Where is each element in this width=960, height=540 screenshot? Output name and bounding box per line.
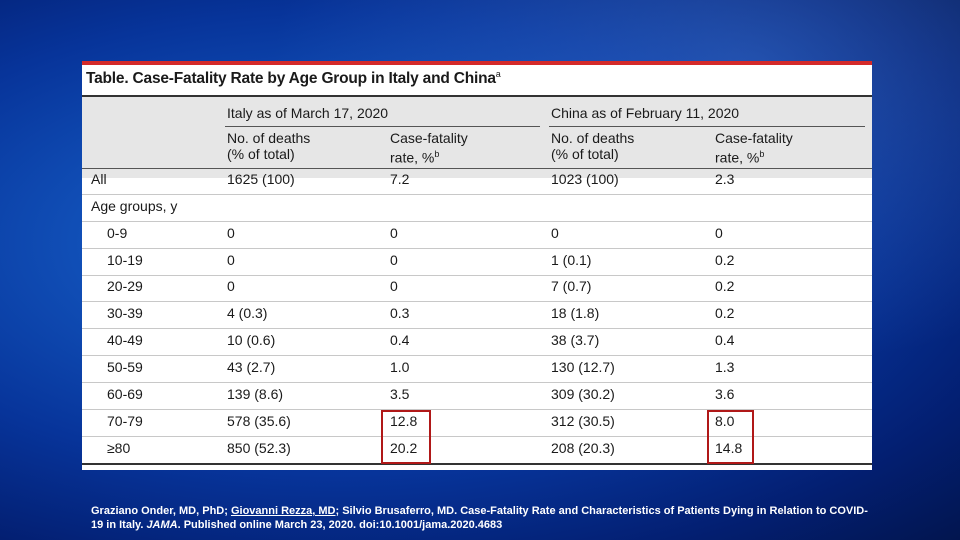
china-deaths-cell: 7 (0.7): [551, 278, 592, 294]
all-row-label: All: [91, 171, 107, 187]
table-panel: Table. Case-Fatality Rate by Age Group i…: [82, 61, 872, 470]
row-rule: [82, 382, 872, 383]
rate-header-footnote: b: [434, 149, 440, 159]
italy-rate-cell: 12.8: [390, 413, 418, 429]
china-deaths-cell: 38 (3.7): [551, 332, 600, 348]
italy-rate-cell: 3.5: [390, 386, 410, 402]
title-accent-bar: [82, 61, 872, 65]
italy-rate-cell: 0: [390, 225, 398, 241]
italy-deaths-header: No. of deaths (% of total): [227, 130, 310, 162]
row-rule: [82, 275, 872, 276]
china-rate-cell: 0.2: [715, 252, 735, 268]
deaths-header-line1: No. of deaths: [551, 130, 635, 146]
row-label: ≥80: [107, 440, 131, 456]
table-bottom-rule: [82, 463, 872, 465]
age-groups-label: Age groups, y: [91, 198, 178, 214]
china-rate-cell: 0.2: [715, 278, 735, 294]
row-rule: [82, 194, 872, 195]
italy-deaths-cell: 578 (35.6): [227, 413, 291, 429]
all-row-china-rate: 2.3: [715, 171, 735, 187]
row-label: 70-79: [107, 413, 143, 429]
row-rule: [82, 301, 872, 302]
china-rate-cell: 0.4: [715, 332, 735, 348]
china-deaths-cell: 18 (1.8): [551, 305, 600, 321]
italy-elderly-highlight-box: [381, 410, 431, 464]
china-rate-cell: 3.6: [715, 386, 735, 402]
china-rate-cell: 0: [715, 225, 723, 241]
china-deaths-cell: 130 (12.7): [551, 359, 615, 375]
row-label: 20-29: [107, 278, 143, 294]
rate-header-footnote: b: [759, 149, 765, 159]
italy-rate-cell: 1.0: [390, 359, 410, 375]
all-row-china-deaths: 1023 (100): [551, 171, 619, 187]
china-deaths-cell: 0: [551, 225, 559, 241]
citation-text: Graziano Onder, MD, PhD; Giovanni Rezza,…: [91, 504, 871, 532]
italy-rate-cell: 20.2: [390, 440, 418, 456]
all-row-italy-deaths: 1625 (100): [227, 171, 295, 187]
italy-spanner-rule: [225, 126, 540, 127]
italy-deaths-cell: 139 (8.6): [227, 386, 284, 402]
china-deaths-cell: 208 (20.3): [551, 440, 615, 456]
china-spanner-rule: [549, 126, 865, 127]
row-rule: [82, 436, 872, 437]
row-label: 40-49: [107, 332, 143, 348]
china-deaths-cell: 1 (0.1): [551, 252, 592, 268]
rate-header-line1: Case-fatality: [715, 130, 793, 146]
table-title-text: Table. Case-Fatality Rate by Age Group i…: [86, 70, 496, 88]
header-shade: [82, 95, 872, 178]
all-row-italy-rate: 7.2: [390, 171, 410, 187]
china-deaths-cell: 309 (30.2): [551, 386, 615, 402]
citation-tail: . Published online March 23, 2020. doi:1…: [177, 519, 503, 531]
deaths-header-line2: (% of total): [551, 146, 619, 162]
table-title-footnote: a: [495, 69, 501, 79]
rate-header-line2: rate, %: [715, 149, 760, 166]
row-label: 0-9: [107, 225, 128, 241]
citation-authors-a: Graziano Onder, MD, PhD;: [91, 505, 231, 517]
italy-deaths-cell: 0: [227, 252, 235, 268]
china-header: China as of February 11, 2020: [551, 105, 740, 121]
italy-deaths-cell: 4 (0.3): [227, 305, 268, 321]
row-label: 60-69: [107, 386, 143, 402]
italy-rate-cell: 0: [390, 278, 398, 294]
italy-deaths-cell: 10 (0.6): [227, 332, 276, 348]
row-rule: [82, 328, 872, 329]
china-rate-cell: 0.2: [715, 305, 735, 321]
row-label: 50-59: [107, 359, 143, 375]
china-deaths-header: No. of deaths (% of total): [551, 130, 634, 162]
row-label: 30-39: [107, 305, 143, 321]
row-rule: [82, 409, 872, 410]
italy-rate-cell: 0: [390, 252, 398, 268]
deaths-header-line1: No. of deaths: [227, 130, 311, 146]
china-elderly-highlight-box: [707, 410, 754, 464]
china-rate-header: Case-fatality rate, %b: [715, 130, 793, 166]
china-rate-cell: 14.8: [715, 440, 743, 456]
rate-header-line2: rate, %: [390, 149, 435, 166]
citation-author-link[interactable]: Giovanni Rezza, MD: [230, 505, 336, 517]
italy-deaths-cell: 0: [227, 278, 235, 294]
italy-rate-cell: 0.3: [390, 305, 410, 321]
china-rate-cell: 1.3: [715, 359, 735, 375]
row-label: 10-19: [107, 252, 143, 268]
italy-deaths-cell: 850 (52.3): [227, 440, 291, 456]
row-rule: [82, 221, 872, 222]
row-rule: [82, 248, 872, 249]
header-top-rule: [82, 95, 872, 97]
table-title: Table. Case-Fatality Rate by Age Group i…: [86, 69, 501, 88]
italy-rate-cell: 0.4: [390, 332, 410, 348]
italy-header: Italy as of March 17, 2020: [227, 105, 389, 121]
citation-journal: JAMA: [146, 519, 178, 531]
rate-header-line1: Case-fatality: [390, 130, 468, 146]
italy-rate-header: Case-fatality rate, %b: [390, 130, 468, 166]
header-bottom-rule: [82, 168, 872, 169]
italy-deaths-cell: 43 (2.7): [227, 359, 276, 375]
deaths-header-line2: (% of total): [227, 146, 295, 162]
china-rate-cell: 8.0: [715, 413, 735, 429]
italy-deaths-cell: 0: [227, 225, 235, 241]
row-rule: [82, 355, 872, 356]
china-deaths-cell: 312 (30.5): [551, 413, 615, 429]
citation-authors-b: ; Silvio Brusaferro, MD. Case-Fatality R…: [91, 505, 868, 531]
